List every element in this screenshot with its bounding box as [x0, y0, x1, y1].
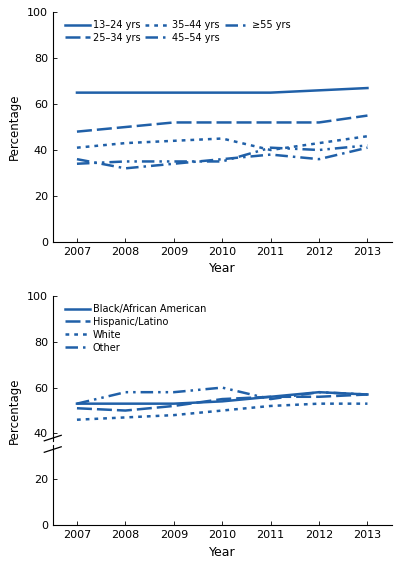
X-axis label: Year: Year — [209, 262, 236, 275]
Legend: Black/African American, Hispanic/Latino, White, Other: Black/African American, Hispanic/Latino,… — [64, 303, 207, 354]
Y-axis label: Percentage: Percentage — [8, 377, 21, 444]
Legend: 13–24 yrs, 25–34 yrs, 35–44 yrs, 45–54 yrs, ≥55 yrs: 13–24 yrs, 25–34 yrs, 35–44 yrs, 45–54 y… — [64, 19, 292, 44]
X-axis label: Year: Year — [209, 545, 236, 558]
Y-axis label: Percentage: Percentage — [8, 94, 21, 160]
